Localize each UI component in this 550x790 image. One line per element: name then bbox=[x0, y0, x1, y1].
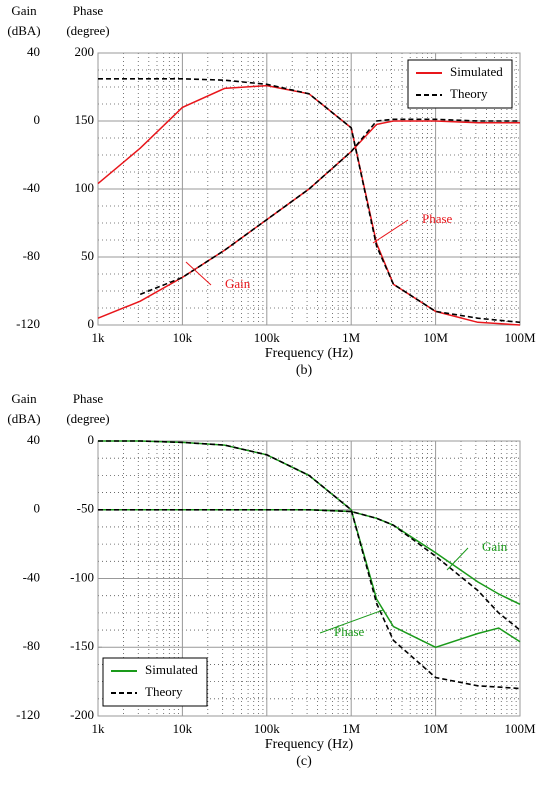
annotation: Phase bbox=[422, 211, 453, 226]
series-line bbox=[98, 440, 521, 649]
y2-tick-label: 200 bbox=[75, 44, 95, 59]
x-tick-label: 100M bbox=[504, 330, 536, 345]
series-line bbox=[139, 118, 520, 296]
y2-tick-label: 100 bbox=[75, 180, 95, 195]
y2-axis-label: Phase bbox=[73, 3, 104, 18]
legend-label: Theory bbox=[145, 684, 183, 699]
legend-box bbox=[102, 657, 208, 707]
plot-frame bbox=[97, 440, 521, 717]
x-tick-label: 10k bbox=[173, 721, 193, 736]
y-axis-label: Gain bbox=[11, 3, 37, 18]
annotation-arrow bbox=[446, 547, 469, 571]
y-tick-label: -120 bbox=[16, 707, 40, 722]
y2-tick-label: -50 bbox=[77, 501, 94, 516]
y-tick-label: 0 bbox=[34, 501, 41, 516]
y-axis-label: Gain bbox=[11, 391, 37, 406]
y-tick-label: 0 bbox=[34, 112, 41, 127]
y2-axis-label: (degree) bbox=[66, 23, 109, 38]
legend-box bbox=[407, 59, 513, 109]
series-line bbox=[98, 440, 521, 690]
y2-axis-label: Phase bbox=[73, 391, 104, 406]
x-axis-label: Frequency (Hz) bbox=[265, 737, 354, 752]
x-tick-label: 1M bbox=[342, 330, 361, 345]
caption: (b) bbox=[296, 363, 313, 378]
x-tick-label: 100M bbox=[504, 721, 536, 736]
y2-tick-label: 0 bbox=[88, 316, 95, 331]
y-tick-label: 40 bbox=[27, 44, 40, 59]
caption: (c) bbox=[296, 754, 312, 769]
y2-axis-label: (degree) bbox=[66, 411, 109, 426]
y-tick-label: -40 bbox=[23, 180, 40, 195]
y2-tick-label: -150 bbox=[70, 638, 94, 653]
x-tick-label: 1k bbox=[92, 330, 106, 345]
x-tick-label: 1k bbox=[92, 721, 106, 736]
legend-label: Simulated bbox=[450, 64, 503, 79]
annotation: Gain bbox=[225, 276, 251, 291]
y-axis-label: (dBA) bbox=[7, 411, 40, 426]
annotation-arrow bbox=[185, 261, 212, 286]
y-axis-label: (dBA) bbox=[7, 23, 40, 38]
y-tick-label: -120 bbox=[16, 316, 40, 331]
series-line bbox=[98, 509, 521, 631]
x-tick-label: 1M bbox=[342, 721, 361, 736]
y-tick-label: -40 bbox=[23, 569, 40, 584]
y-tick-label: 40 bbox=[27, 432, 40, 447]
y-tick-label: -80 bbox=[23, 248, 40, 263]
legend-label: Theory bbox=[450, 86, 488, 101]
x-tick-label: 10M bbox=[423, 721, 448, 736]
y2-tick-label: 50 bbox=[81, 248, 94, 263]
annotation-arrow bbox=[319, 609, 384, 634]
annotation: Phase bbox=[334, 624, 365, 639]
x-tick-label: 10M bbox=[423, 330, 448, 345]
legend-label: Simulated bbox=[145, 662, 198, 677]
series-line bbox=[97, 120, 520, 319]
plot-frame bbox=[97, 52, 521, 326]
y2-tick-label: 150 bbox=[75, 112, 95, 127]
annotation: Gain bbox=[482, 539, 508, 554]
series-line bbox=[98, 78, 521, 324]
series-line bbox=[97, 84, 521, 326]
y2-tick-label: -200 bbox=[70, 707, 94, 722]
x-axis-label: Frequency (Hz) bbox=[265, 346, 354, 361]
y2-tick-label: -100 bbox=[70, 569, 94, 584]
x-tick-label: 10k bbox=[173, 330, 193, 345]
y-tick-label: -80 bbox=[23, 638, 40, 653]
y2-tick-label: 0 bbox=[88, 432, 95, 447]
series-line bbox=[98, 509, 521, 605]
x-tick-label: 100k bbox=[254, 721, 281, 736]
x-tick-label: 100k bbox=[254, 330, 281, 345]
annotation-arrow bbox=[372, 219, 409, 244]
